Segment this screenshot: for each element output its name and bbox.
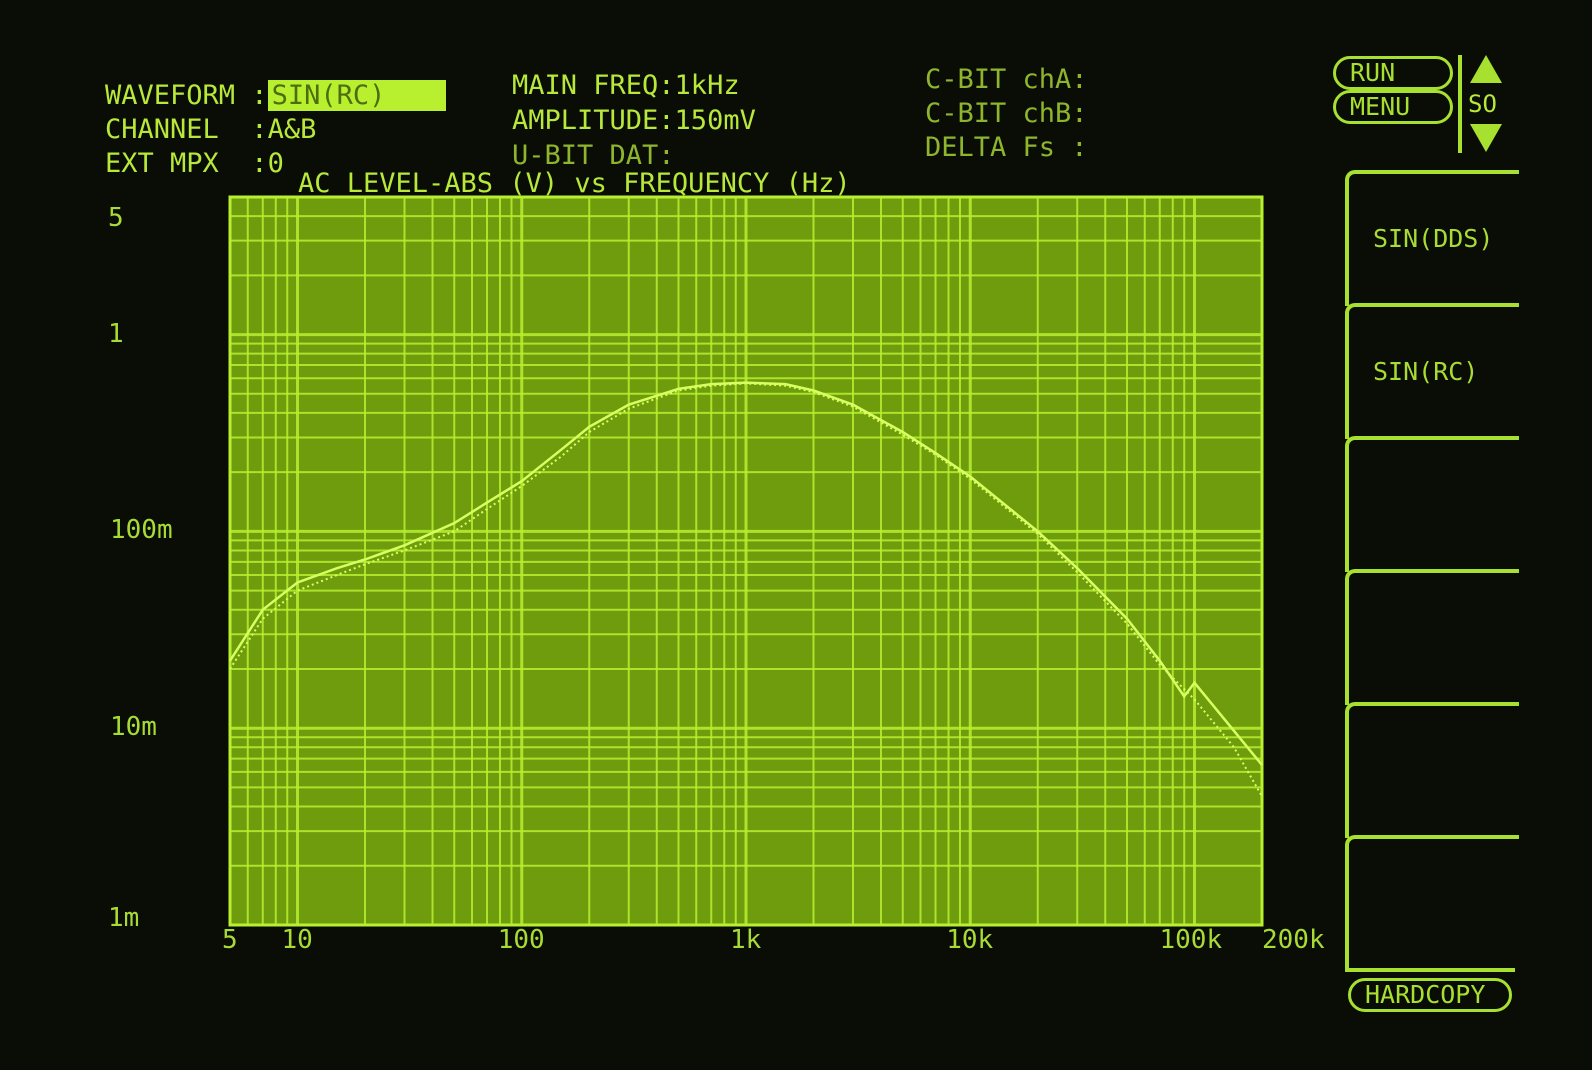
softkey-1[interactable]: SIN(DDS)	[1345, 170, 1519, 306]
hardcopy-button[interactable]: HARDCOPY	[1348, 978, 1512, 1012]
chart-title: AC LEVEL-ABS (V) vs FREQUENCY (Hz)	[298, 168, 851, 199]
y-tick-label: 1	[108, 318, 124, 349]
waveform-label: WAVEFORM : SIN(RC)	[105, 80, 446, 111]
y-tick-label: 100m	[110, 515, 173, 546]
y-tick-label: 10m	[110, 712, 157, 743]
x-tick-label: 10k	[946, 925, 994, 955]
divider	[1458, 55, 1462, 153]
y-tick-label: 5	[108, 203, 124, 233]
softkey-2[interactable]: SIN(RC)	[1345, 303, 1519, 439]
c-bit-chb: C-BIT chB:	[925, 98, 1088, 129]
ext-mpx-value: 0	[267, 148, 284, 179]
y-tick-label: 1m	[108, 903, 140, 933]
softkey-label: SIN(DDS)	[1373, 224, 1494, 253]
softkey-4[interactable]	[1345, 569, 1519, 705]
softkey-label: SIN(RC)	[1373, 357, 1479, 386]
amplitude: AMPLITUDE:150mV	[512, 105, 756, 136]
x-tick-label: 200k	[1262, 925, 1325, 955]
scroll-down-icon[interactable]	[1470, 124, 1502, 152]
softkey-bottom-edge	[1345, 968, 1515, 972]
delta-fs: DELTA Fs :	[925, 132, 1088, 163]
softkey-3[interactable]	[1345, 436, 1519, 572]
main-freq: MAIN FREQ:1kHz	[512, 70, 740, 101]
x-tick-label: 10	[281, 925, 313, 955]
menu-button[interactable]: MENU	[1333, 90, 1453, 124]
c-bit-cha: C-BIT chA:	[925, 64, 1088, 95]
scroll-label: SO	[1468, 90, 1497, 118]
series-a-line	[228, 381, 1263, 766]
ext-mpx-label: EXT MPX :0	[105, 148, 284, 179]
channel-label: CHANNEL :A&B	[105, 114, 317, 145]
softkey-5[interactable]	[1345, 702, 1519, 838]
run-button[interactable]: RUN	[1333, 56, 1453, 90]
u-bit-dat: U-BIT DAT:	[512, 140, 675, 171]
x-tick-label: 1k	[730, 925, 762, 955]
x-tick-label: 100	[497, 925, 545, 955]
waveform-value[interactable]: SIN(RC)	[267, 80, 446, 111]
x-tick-label: 100k	[1159, 925, 1223, 955]
scroll-up-icon[interactable]	[1470, 55, 1502, 83]
x-tick-label: 5	[222, 925, 238, 955]
softkey-6[interactable]	[1345, 835, 1519, 971]
channel-value: A&B	[267, 114, 317, 145]
